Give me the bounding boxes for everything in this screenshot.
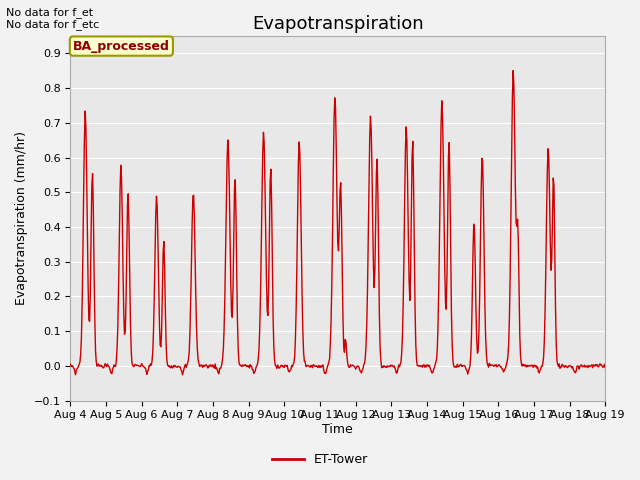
Text: No data for f_etc: No data for f_etc (6, 19, 100, 30)
Text: BA_processed: BA_processed (73, 39, 170, 53)
Legend: ET-Tower: ET-Tower (268, 448, 372, 471)
Text: No data for f_et: No data for f_et (6, 7, 93, 18)
Y-axis label: Evapotranspiration (mm/hr): Evapotranspiration (mm/hr) (15, 132, 28, 305)
Title: Evapotranspiration: Evapotranspiration (252, 15, 424, 33)
X-axis label: Time: Time (323, 423, 353, 436)
